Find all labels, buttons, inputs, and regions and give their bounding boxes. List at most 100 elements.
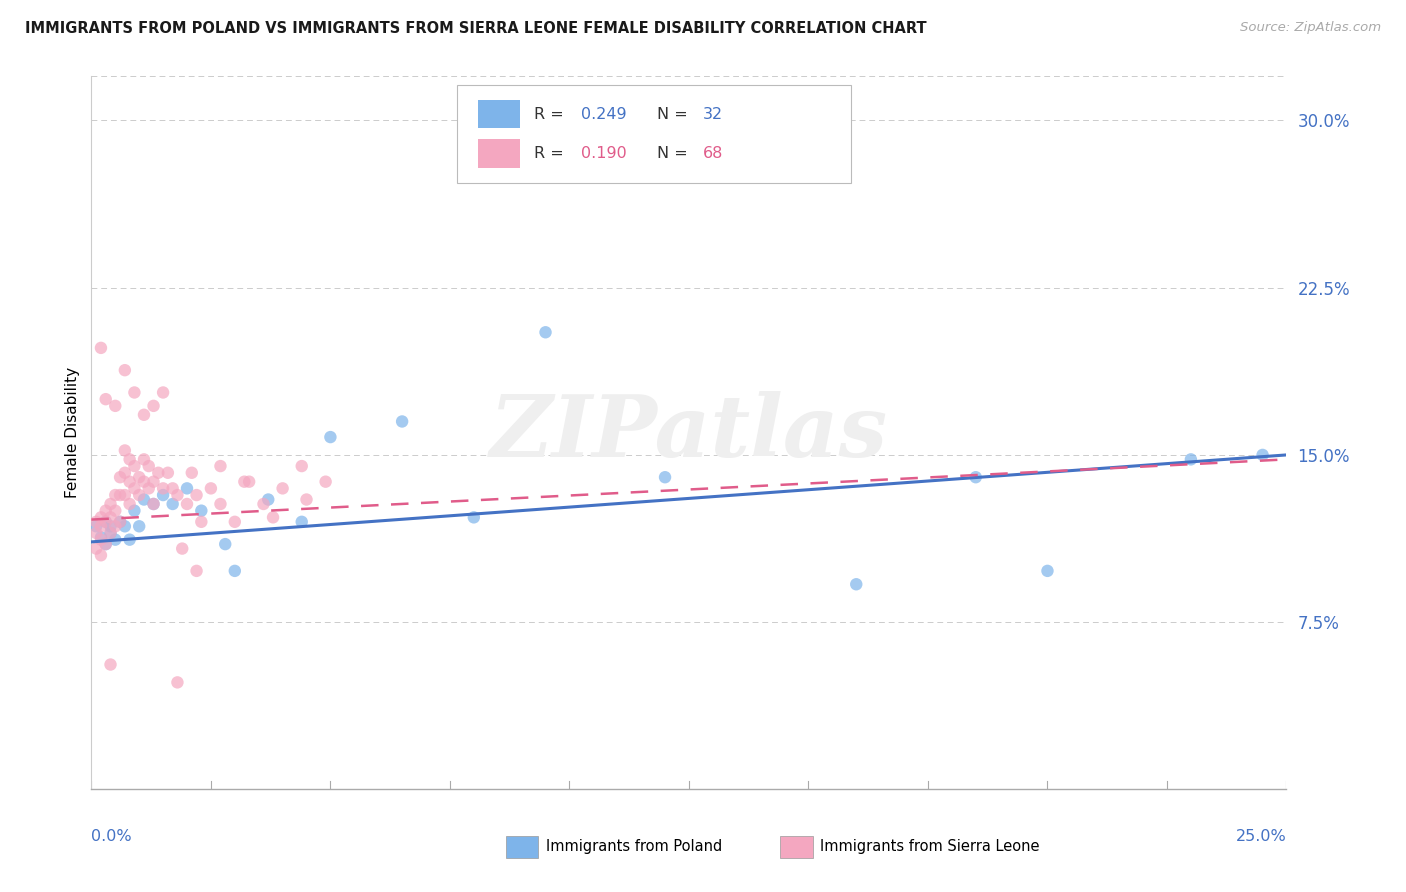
Text: R =: R = <box>534 107 569 121</box>
Point <box>180 466 202 480</box>
Point <box>152 482 174 496</box>
Text: N =: N = <box>657 107 693 121</box>
Point <box>291 459 314 474</box>
Point <box>152 385 174 400</box>
Point <box>142 399 165 413</box>
Point <box>104 519 127 533</box>
Point <box>132 492 155 507</box>
Point <box>114 443 136 458</box>
Point <box>108 515 131 529</box>
Text: N =: N = <box>657 146 693 161</box>
Point <box>233 475 256 489</box>
Text: Source: ZipAtlas.com: Source: ZipAtlas.com <box>1240 21 1381 35</box>
Point <box>100 657 122 672</box>
Point <box>319 430 342 444</box>
Point <box>94 537 117 551</box>
Point <box>214 537 236 551</box>
Point <box>100 497 122 511</box>
Point <box>271 482 294 496</box>
Point <box>90 510 112 524</box>
Point <box>90 548 112 563</box>
Y-axis label: Female Disability: Female Disability <box>65 367 80 499</box>
Point <box>124 459 146 474</box>
Point <box>104 399 127 413</box>
Point <box>1180 452 1202 467</box>
Point <box>534 325 557 339</box>
Point <box>257 492 280 507</box>
Point <box>94 537 117 551</box>
Point <box>186 488 208 502</box>
Point <box>845 577 868 591</box>
Point <box>90 530 112 544</box>
Point <box>172 541 194 556</box>
Point <box>142 475 165 489</box>
Point <box>94 515 117 529</box>
Point <box>108 470 131 484</box>
Point <box>100 526 122 541</box>
Point <box>238 475 260 489</box>
Point <box>90 341 112 355</box>
Text: 25.0%: 25.0% <box>1236 829 1286 844</box>
Point <box>209 459 232 474</box>
Point <box>1036 564 1059 578</box>
Point <box>84 519 107 533</box>
Point <box>124 385 146 400</box>
Point <box>142 497 165 511</box>
Point <box>128 519 150 533</box>
Point <box>128 470 150 484</box>
Point <box>176 497 198 511</box>
Point <box>104 503 127 517</box>
Point <box>100 526 122 541</box>
Point <box>252 497 274 511</box>
Point <box>114 519 136 533</box>
Point <box>148 466 170 480</box>
Point <box>391 414 413 428</box>
Point <box>965 470 987 484</box>
Point <box>114 466 136 480</box>
Point <box>138 482 160 496</box>
Point <box>142 497 165 511</box>
Point <box>262 510 284 524</box>
Point <box>463 510 485 524</box>
Point <box>124 482 146 496</box>
Point <box>166 488 188 502</box>
Point <box>295 492 318 507</box>
Point <box>190 515 212 529</box>
Text: 0.0%: 0.0% <box>91 829 132 844</box>
Point <box>104 533 127 547</box>
Point <box>152 488 174 502</box>
Point <box>94 515 117 529</box>
Point <box>100 519 122 533</box>
Text: 68: 68 <box>703 146 723 161</box>
Point <box>108 515 131 529</box>
Point <box>94 392 117 407</box>
Point <box>114 363 136 377</box>
Point <box>156 466 179 480</box>
Point <box>118 533 141 547</box>
Point <box>90 519 112 533</box>
Point <box>128 488 150 502</box>
Point <box>100 510 122 524</box>
Point <box>90 533 112 547</box>
Point <box>224 515 246 529</box>
Point <box>166 675 188 690</box>
Point <box>132 408 155 422</box>
Text: Immigrants from Poland: Immigrants from Poland <box>546 839 721 854</box>
Point <box>118 497 141 511</box>
Point <box>162 497 184 511</box>
Point <box>1251 448 1274 462</box>
Point <box>132 475 155 489</box>
Text: 0.249: 0.249 <box>581 107 626 121</box>
Point <box>94 503 117 517</box>
Point <box>186 564 208 578</box>
Point <box>176 482 198 496</box>
Text: IMMIGRANTS FROM POLAND VS IMMIGRANTS FROM SIERRA LEONE FEMALE DISABILITY CORRELA: IMMIGRANTS FROM POLAND VS IMMIGRANTS FRO… <box>25 21 927 37</box>
Point <box>291 515 314 529</box>
Point <box>84 515 107 529</box>
Point <box>200 482 222 496</box>
Text: Immigrants from Sierra Leone: Immigrants from Sierra Leone <box>820 839 1039 854</box>
Point <box>108 488 131 502</box>
Point <box>118 452 141 467</box>
Point <box>118 475 141 489</box>
Point <box>654 470 676 484</box>
